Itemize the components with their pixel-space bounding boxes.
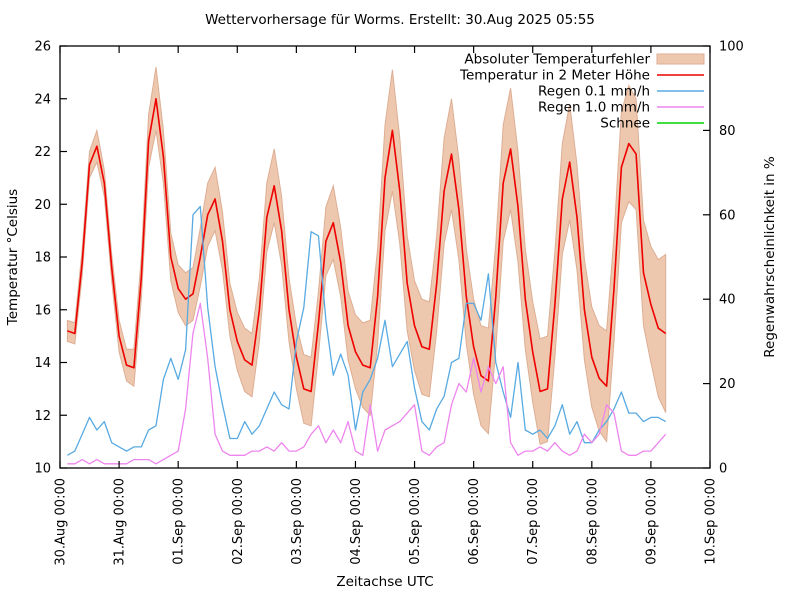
x-tick-label: 08.Sep 00:00 <box>585 478 600 565</box>
x-tick-label: 30.Aug 00:00 <box>54 478 69 566</box>
legend-label-1: Temperatur in 2 Meter Höhe <box>459 68 650 84</box>
y-left-tick-label: 18 <box>34 251 51 266</box>
x-tick-label: 06.Sep 00:00 <box>467 478 482 565</box>
y-left-tick-label: 14 <box>34 356 51 371</box>
y-left-tick-label: 10 <box>34 462 51 477</box>
x-tick-label: 31.Aug 00:00 <box>113 478 128 566</box>
legend-label-4: Schnee <box>600 116 650 132</box>
temperature-error-band <box>66 67 667 445</box>
y-left-tick-label: 22 <box>34 145 51 160</box>
y-left-tick-label: 20 <box>34 198 51 213</box>
y-left-tick-label: 26 <box>34 40 51 55</box>
rain-10-line <box>67 302 667 465</box>
plot-area: 30.Aug 00:00 31.Aug 00:00 01.Sep 00:00 02.S… <box>34 40 743 566</box>
x-tick-label: 09.Sep 00:00 <box>644 478 659 565</box>
y-right-tick-label: 40 <box>719 293 736 308</box>
y-right-tick-label: 20 <box>719 377 736 392</box>
legend-swatch-band <box>656 53 705 65</box>
y-right-tick-label: 0 <box>719 462 727 477</box>
y-right-tick-label: 60 <box>719 208 736 223</box>
y-right-tick-label: 80 <box>719 124 736 139</box>
x-tick-label: 01.Sep 00:00 <box>172 478 187 565</box>
rain-01-line <box>67 205 667 456</box>
chart-title: Wettervorhersage für Worms. Erstellt: 30… <box>205 12 595 28</box>
x-tick-label: 10.Sep 00:00 <box>704 478 719 565</box>
y-left-tick-label: 12 <box>34 409 51 424</box>
legend-label-0: Absoluter Temperaturfehler <box>464 52 650 68</box>
temperature-line <box>67 98 667 393</box>
x-axis-label: Zeitachse UTC <box>336 574 433 590</box>
y-right-tick-label: 100 <box>719 40 744 55</box>
legend-label-2: Regen 0.1 mm/h <box>538 84 650 100</box>
x-tick-label: 07.Sep 00:00 <box>526 478 541 565</box>
legend-label-3: Regen 1.0 mm/h <box>538 100 650 116</box>
y-right-axis-label: Regenwahrscheinlichkeit in % <box>762 156 778 358</box>
x-tick-label: 03.Sep 00:00 <box>290 478 305 565</box>
y-left-axis-label: Temperatur °Celsius <box>5 189 21 326</box>
x-tick-label: 02.Sep 00:00 <box>231 478 246 565</box>
x-tick-label: 05.Sep 00:00 <box>408 478 423 565</box>
y-left-tick-label: 16 <box>34 303 51 318</box>
x-tick-label: 04.Sep 00:00 <box>349 478 364 565</box>
y-left-tick-label: 24 <box>34 92 51 107</box>
